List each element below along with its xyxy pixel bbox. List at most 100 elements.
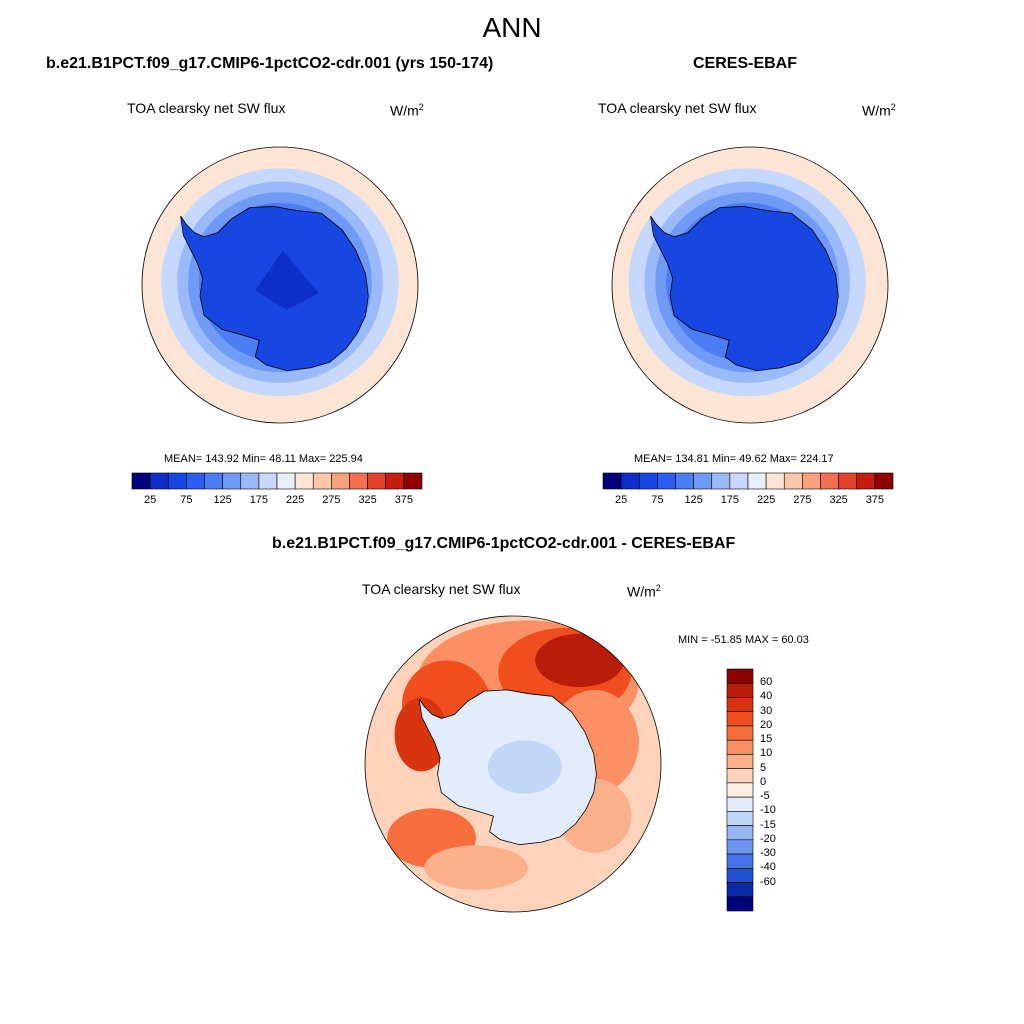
colorbar-swatch: [726, 896, 754, 912]
colorbar-swatch: [675, 472, 694, 490]
colorbar-swatch: [294, 472, 314, 490]
colorbar-swatch: [726, 825, 754, 841]
panel1-units: W/m2: [390, 102, 424, 119]
colorbar-swatch: [874, 472, 894, 490]
colorbar-swatch: [729, 472, 749, 490]
colorbar-swatch: [726, 839, 754, 855]
colorbar-tick-label: 15: [760, 733, 773, 746]
colorbar-swatch: [747, 472, 767, 490]
colorbar-swatch: [349, 472, 368, 490]
colorbar-tick-label: 40: [760, 690, 773, 703]
colorbar-tick-label: 20: [760, 718, 773, 731]
map-min-region: [255, 250, 319, 310]
colorbar-swatch: [726, 668, 754, 684]
map-ice-region: [650, 206, 839, 371]
panel2-title: CERES-EBAF: [693, 55, 798, 72]
colorbar-swatch: [276, 472, 296, 490]
colorbar-swatch: [403, 472, 423, 490]
panel3-colorbar: [726, 668, 754, 912]
panel1-stats: MEAN= 143.92 Min= 48.11 Max= 225.94: [164, 453, 363, 465]
panel2-units: W/m2: [862, 102, 896, 119]
colorbar-swatch: [657, 472, 676, 490]
colorbar-swatch: [331, 472, 350, 490]
colorbar-swatch: [131, 472, 151, 490]
colorbar-tick-label: -10: [760, 804, 776, 817]
panel2-variable-label: TOA clearsky net SW flux: [598, 100, 757, 116]
colorbar-tick-label: 5: [760, 761, 767, 774]
colorbar-swatch: [726, 853, 754, 869]
panel2-colorbar-ticks: 25 75 125 175 225 275 325 375: [603, 494, 893, 508]
colorbar-tick-label: 325: [829, 494, 848, 506]
colorbar-tick-label: 30: [760, 704, 773, 717]
colorbar-swatch: [367, 472, 387, 490]
colorbar-swatch: [240, 472, 260, 490]
colorbar-swatch: [726, 867, 754, 883]
colorbar-tick-label: 125: [684, 494, 703, 506]
panel2-polar-map: [611, 146, 889, 424]
colorbar-tick-label: 325: [358, 494, 377, 506]
map-boundary: [364, 615, 662, 913]
colorbar-swatch: [149, 472, 169, 490]
colorbar-tick-label: -30: [760, 847, 776, 860]
map-boundary: [611, 146, 889, 424]
colorbar-swatch: [726, 739, 754, 755]
colorbar-swatch: [726, 811, 754, 826]
colorbar-tick-label: -5: [760, 790, 770, 803]
colorbar-swatch: [312, 472, 332, 490]
panel3-units: W/m2: [627, 583, 661, 600]
colorbar-swatch: [222, 472, 242, 490]
colorbar-swatch: [726, 882, 754, 898]
coastline: [650, 205, 839, 372]
coastline: [180, 205, 369, 372]
panel1-polar-map: [141, 146, 419, 424]
colorbar-tick-label: -60: [760, 875, 776, 888]
colorbar-swatch: [726, 682, 754, 698]
colorbar-swatch: [638, 472, 658, 490]
panel3-stats: MIN = -51.85 MAX = 60.03: [678, 634, 809, 646]
colorbar-swatch: [765, 472, 785, 490]
colorbar-swatch: [620, 472, 640, 490]
colorbar-tick-label: 275: [322, 494, 341, 506]
colorbar-tick-label: 175: [249, 494, 269, 506]
colorbar-tick-label: 375: [865, 494, 885, 506]
colorbar-swatch: [856, 472, 876, 490]
colorbar-swatch: [602, 472, 622, 490]
colorbar-swatch: [726, 754, 754, 769]
colorbar-swatch: [167, 472, 187, 490]
colorbar-swatch: [726, 782, 754, 798]
colorbar-swatch: [711, 472, 731, 490]
panel1-variable-label: TOA clearsky net SW flux: [127, 100, 286, 116]
panel1-colorbar-ticks: 25 75 125 175 225 275 325 375: [132, 494, 422, 508]
colorbar-tick-label: 75: [180, 494, 193, 506]
colorbar-tick-label: 375: [394, 494, 414, 506]
colorbar-tick-label: 10: [760, 747, 773, 760]
colorbar-swatch: [258, 472, 278, 490]
panel3-colorbar-ticks: 60 40 30 20 15 10 5 0 -5 -10 -15 -20 -30 -40 -60: [760, 669, 800, 911]
colorbar-swatch: [385, 472, 405, 490]
colorbar-swatch: [783, 472, 803, 490]
colorbar-swatch: [726, 725, 754, 741]
colorbar-swatch: [204, 472, 223, 490]
colorbar-tick-label: 175: [720, 494, 740, 506]
colorbar-swatch: [726, 768, 754, 784]
panel1-colorbar: [131, 472, 423, 490]
colorbar-swatch: [820, 472, 839, 490]
figure-title: ANN: [482, 12, 542, 43]
panel3-difference-map: [364, 615, 662, 913]
colorbar-swatch: [726, 711, 754, 727]
panel3-variable-label: TOA clearsky net SW flux: [362, 581, 521, 597]
map-boundary: [141, 146, 419, 424]
colorbar-tick-label: 225: [756, 494, 776, 506]
colorbar-tick-label: 275: [793, 494, 812, 506]
colorbar-tick-label: 225: [285, 494, 305, 506]
colorbar-tick-label: 125: [213, 494, 232, 506]
colorbar-swatch: [726, 796, 754, 812]
colorbar-tick-label: 25: [615, 494, 628, 506]
colorbar-swatch: [802, 472, 821, 490]
colorbar-tick-label: -15: [760, 818, 776, 831]
colorbar-tick-label: 25: [144, 494, 157, 506]
colorbar-swatch: [838, 472, 858, 490]
colorbar-tick-label: 60: [760, 676, 773, 689]
panel2-stats: MEAN= 134.81 Min= 49.62 Max= 224.17: [634, 453, 834, 465]
colorbar-tick-label: 75: [651, 494, 664, 506]
